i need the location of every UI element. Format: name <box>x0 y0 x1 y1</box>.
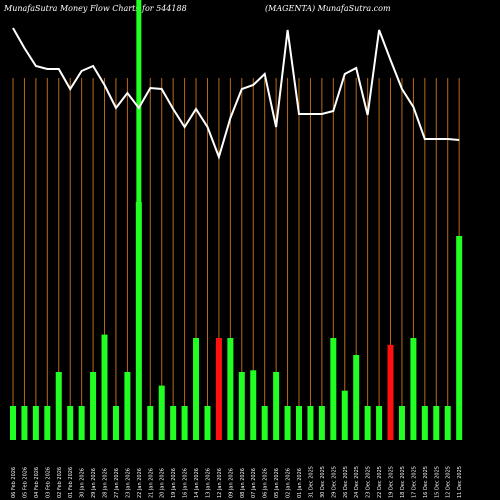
volume-bar <box>102 335 108 440</box>
volume-bar <box>44 406 50 440</box>
volume-bar <box>182 406 188 440</box>
x-tick-label: 17 Dec 2025 <box>411 466 417 498</box>
volume-bar <box>433 406 439 440</box>
volume-bar <box>136 202 142 440</box>
volume-bar <box>296 406 302 440</box>
x-tick-label: 06 Feb 2026 <box>11 467 17 498</box>
x-tick-label: 22 Jan 2026 <box>137 468 143 498</box>
x-tick-label: 21 Jan 2026 <box>148 468 154 498</box>
x-tick-label: 30 Dec 2025 <box>320 466 326 498</box>
x-tick-label: 16 Jan 2026 <box>183 468 189 498</box>
x-tick-label: 19 Dec 2025 <box>389 466 395 498</box>
price-line <box>13 28 459 157</box>
volume-bar <box>365 406 371 440</box>
x-tick-label: 26 Dec 2025 <box>343 466 349 498</box>
x-tick-label: 19 Jan 2026 <box>171 468 177 498</box>
volume-bar <box>113 406 119 440</box>
x-tick-label: 12 Jan 2026 <box>217 468 223 498</box>
x-tick-label: 01 Jan 2026 <box>297 468 303 498</box>
volume-bar <box>307 406 313 440</box>
x-tick-label: 03 Feb 2026 <box>45 467 51 498</box>
x-tick-label: 24 Dec 2025 <box>354 466 360 498</box>
volume-bar <box>21 406 27 440</box>
volume-bar <box>227 338 233 440</box>
volume-bar <box>388 345 394 440</box>
volume-bar <box>250 370 256 440</box>
volume-bar <box>67 406 73 440</box>
x-tick-label: 31 Dec 2025 <box>308 466 314 498</box>
volume-bar <box>124 372 130 440</box>
x-tick-label: 08 Jan 2026 <box>240 468 246 498</box>
volume-bar <box>262 406 268 440</box>
x-tick-label: 27 Jan 2026 <box>114 468 120 498</box>
volume-bar <box>10 406 16 440</box>
volume-bar <box>353 355 359 440</box>
volume-bar <box>319 406 325 440</box>
volume-bar <box>422 406 428 440</box>
volume-bar <box>410 338 416 440</box>
x-tick-label: 02 Jan 2026 <box>286 468 292 498</box>
x-tick-label: 02 Feb 2026 <box>57 467 63 498</box>
x-tick-label: 18 Dec 2025 <box>400 466 406 498</box>
volume-bar <box>33 406 39 440</box>
volume-bar <box>147 406 153 440</box>
x-tick-label: 29 Dec 2025 <box>331 466 337 498</box>
x-tick-label: 22 Dec 2025 <box>377 466 383 498</box>
x-tick-label: 14 Jan 2026 <box>194 468 200 498</box>
x-tick-label: 23 Jan 2026 <box>125 468 131 498</box>
volume-bar <box>204 406 210 440</box>
x-tick-label: 15 Dec 2025 <box>434 466 440 498</box>
volume-bar <box>90 372 96 440</box>
volume-bar <box>193 338 199 440</box>
volume-bar <box>273 372 279 440</box>
x-tick-label: 29 Jan 2026 <box>91 468 97 498</box>
volume-bar <box>456 236 462 440</box>
x-tick-label: 12 Dec 2025 <box>446 466 452 498</box>
volume-bar <box>56 372 62 440</box>
volume-bar <box>342 391 348 440</box>
x-tick-label: 01 Feb 2026 <box>68 467 74 498</box>
volume-bar <box>79 406 85 440</box>
x-tick-label: 07 Jan 2026 <box>251 468 257 498</box>
x-tick-label: 23 Dec 2025 <box>366 466 372 498</box>
volume-bar <box>216 338 222 440</box>
x-tick-label: 09 Jan 2026 <box>228 468 234 498</box>
x-tick-label: 28 Jan 2026 <box>103 468 109 498</box>
x-tick-label: 06 Jan 2026 <box>263 468 269 498</box>
x-tick-label: 04 Feb 2026 <box>34 467 40 498</box>
volume-bar <box>399 406 405 440</box>
volume-bar <box>285 406 291 440</box>
volume-bar <box>445 406 451 440</box>
x-tick-label: 13 Jan 2026 <box>205 468 211 498</box>
x-tick-label: 30 Jan 2026 <box>80 468 86 498</box>
x-tick-label: 16 Dec 2025 <box>423 466 429 498</box>
x-tick-label: 11 Dec 2025 <box>457 466 463 498</box>
volume-bar <box>159 386 165 440</box>
x-tick-label: 20 Jan 2026 <box>160 468 166 498</box>
x-tick-label: 05 Feb 2026 <box>22 467 28 498</box>
volume-bar <box>239 372 245 440</box>
volume-bar <box>170 406 176 440</box>
x-tick-label: 05 Jan 2026 <box>274 468 280 498</box>
volume-bar <box>330 338 336 440</box>
volume-bar <box>376 406 382 440</box>
